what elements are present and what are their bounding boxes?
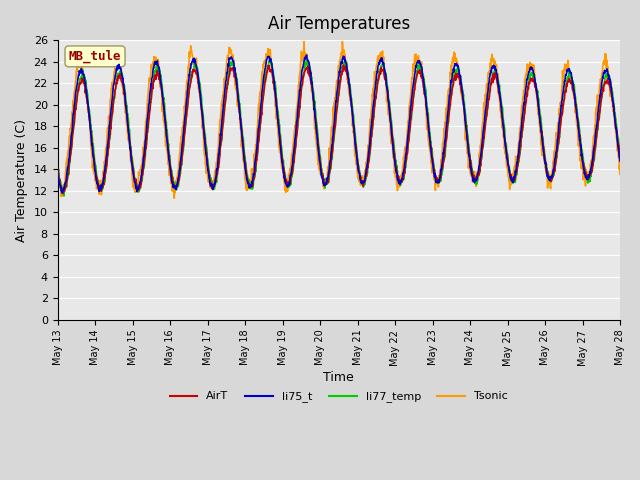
li75_t (59, 190, 67, 196)
Line: AirT: AirT (58, 65, 620, 193)
AirT (120, 92, 128, 97)
Tsonic (339, 39, 346, 45)
li75_t (292, 119, 300, 124)
Tsonic (97, 178, 105, 183)
li75_t (120, 87, 128, 93)
Tsonic (374, 53, 382, 59)
li77_temp (54, 166, 61, 171)
Tsonic (314, 159, 322, 165)
Tsonic (170, 195, 178, 201)
AirT (616, 154, 624, 160)
li77_temp (305, 60, 312, 66)
AirT (292, 133, 300, 139)
li75_t (305, 59, 312, 64)
li75_t (315, 150, 323, 156)
Legend: AirT, li75_t, li77_temp, Tsonic: AirT, li75_t, li77_temp, Tsonic (165, 387, 512, 407)
li77_temp (616, 154, 624, 159)
AirT (59, 191, 67, 196)
li75_t (97, 186, 105, 192)
li75_t (303, 52, 310, 58)
li77_temp (97, 188, 105, 194)
Tsonic (616, 171, 624, 177)
Tsonic (54, 177, 61, 182)
li77_temp (303, 57, 310, 63)
Title: Air Temperatures: Air Temperatures (268, 15, 410, 33)
AirT (305, 71, 312, 76)
li77_temp (315, 143, 323, 148)
Tsonic (305, 62, 312, 68)
li77_temp (60, 193, 68, 199)
li75_t (374, 62, 382, 68)
Tsonic (120, 90, 128, 96)
Line: li75_t: li75_t (58, 55, 620, 193)
Line: Tsonic: Tsonic (58, 42, 620, 198)
Text: MB_tule: MB_tule (68, 50, 121, 63)
Y-axis label: Air Temperature (C): Air Temperature (C) (15, 119, 28, 241)
AirT (374, 78, 382, 84)
li75_t (616, 158, 624, 164)
AirT (340, 62, 348, 68)
li75_t (54, 168, 61, 174)
AirT (314, 144, 322, 149)
li77_temp (374, 74, 382, 80)
Tsonic (292, 106, 300, 111)
li77_temp (120, 83, 128, 88)
Line: li77_temp: li77_temp (58, 60, 620, 196)
li77_temp (292, 134, 300, 140)
AirT (97, 188, 105, 194)
X-axis label: Time: Time (323, 371, 354, 384)
AirT (54, 165, 61, 171)
